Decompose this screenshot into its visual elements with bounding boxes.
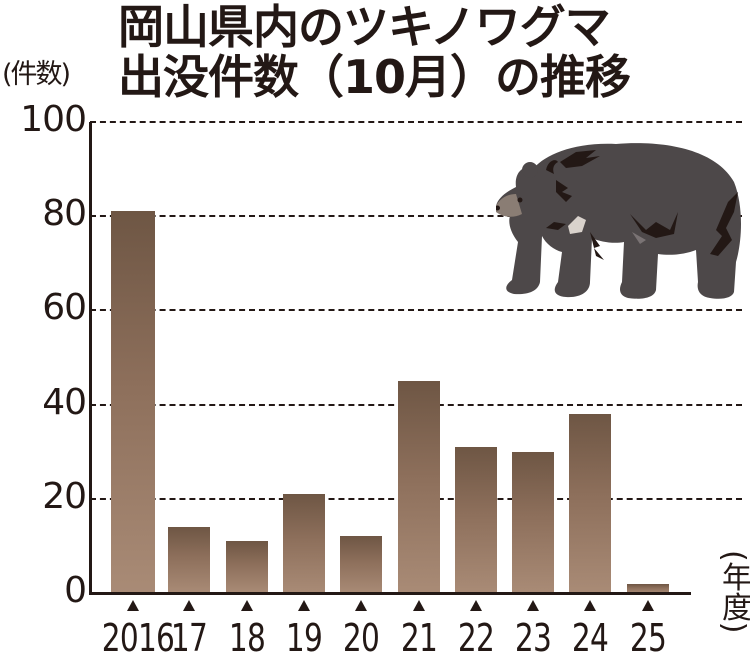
y-tick-label: 0 [64, 570, 87, 611]
x-tick-label: 23 [515, 616, 552, 660]
bear-illustration-icon [496, 143, 741, 299]
bar-19 [282, 494, 325, 593]
bar-17 [168, 527, 211, 593]
x-tick-label: 17 [171, 616, 208, 660]
triangle-marker-icon [355, 600, 368, 611]
gridline [90, 215, 742, 218]
x-tick-label: 20 [343, 616, 380, 660]
bar-25 [626, 583, 669, 593]
bar-18 [225, 541, 268, 593]
triangle-marker-icon [127, 600, 139, 611]
bar-22 [454, 446, 497, 593]
triangle-marker-icon [584, 600, 597, 611]
x-tick-label: 22 [457, 616, 495, 660]
x-tick-label: 18 [228, 616, 266, 660]
bar-24 [569, 414, 612, 593]
x-tick-label: 2016 [101, 616, 175, 660]
bar-21 [397, 381, 440, 593]
gridline [90, 121, 742, 123]
bar-2016 [111, 211, 155, 593]
chart-title-line-2: 出没件数（10月）の推移 [118, 50, 631, 104]
x-tick-label: 21 [400, 616, 437, 660]
y-tick-label: 80 [42, 193, 87, 235]
triangle-marker-icon [469, 600, 482, 611]
x-axis-line [89, 592, 691, 595]
y-tick-label: 20 [42, 475, 87, 517]
y-tick-label: 100 [20, 99, 87, 140]
x-tick-label: 25 [629, 616, 667, 660]
y-axis-line [89, 122, 92, 595]
chart-title-line-1: 岡山県内のツキノワグマ [118, 0, 611, 54]
bar-23 [512, 451, 555, 593]
triangle-marker-icon [183, 600, 196, 611]
triangle-marker-icon [297, 600, 310, 611]
x-tick-label: 19 [285, 616, 323, 660]
x-axis-unit-label: (年度) [716, 550, 750, 634]
triangle-marker-icon [527, 600, 540, 611]
y-axis-unit-label: (件数) [2, 59, 71, 90]
bar-20 [340, 536, 383, 593]
triangle-marker-icon [412, 600, 425, 611]
y-tick-label: 40 [42, 381, 87, 423]
triangle-marker-icon [641, 600, 654, 611]
gridline [90, 309, 742, 312]
y-tick-label: 60 [42, 287, 87, 329]
triangle-marker-icon [240, 600, 253, 611]
x-tick-label: 24 [572, 616, 609, 660]
